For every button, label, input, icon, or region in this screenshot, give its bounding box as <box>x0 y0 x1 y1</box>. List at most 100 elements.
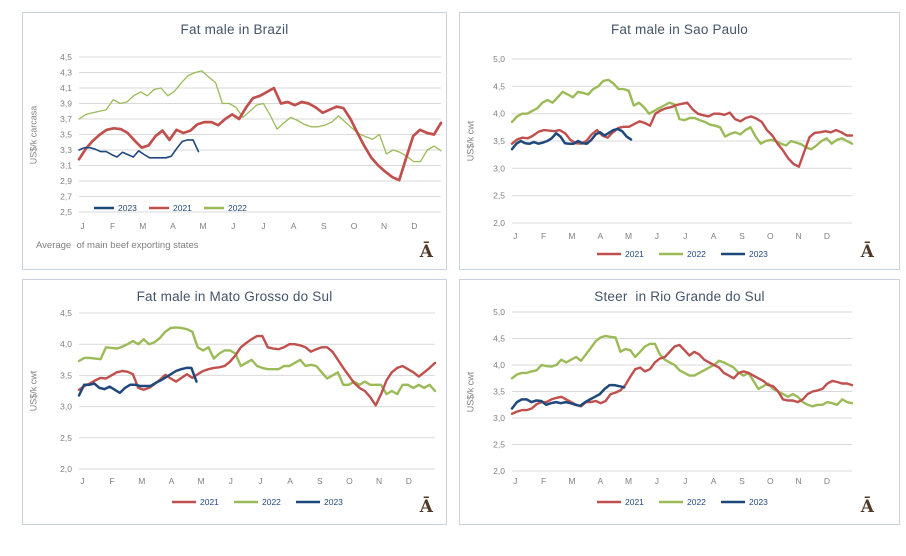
y-tick-label: 3,0 <box>493 413 505 423</box>
x-tick-label: J <box>80 476 84 486</box>
y-tick-label: 2,9 <box>60 176 72 186</box>
legend-label: 2021 <box>625 249 644 259</box>
y-tick-label: 2,0 <box>60 464 72 474</box>
series-line-2021 <box>77 86 443 182</box>
y-tick-label: 2,7 <box>60 192 72 202</box>
x-tick-label: M <box>138 476 145 486</box>
y-tick-label: 3,0 <box>60 402 72 412</box>
chart-panel-brazil: Fat male in Brazil US$/k carcasa 4,5 4,3 4… <box>22 12 447 270</box>
series-line-2021 <box>510 101 854 168</box>
x-tick-label: A <box>170 221 176 231</box>
y-tick-label: 3,0 <box>493 163 505 173</box>
x-tick-label: D <box>824 231 830 241</box>
x-tick-label: S <box>739 476 745 486</box>
plot-area-rio-grande-do-sul: 5,0 4,5 4,0 3,5 3,0 2,5 2,0 J F M A M J J A S O N D 2021 202… <box>493 307 854 507</box>
x-tick-label: S <box>739 231 745 241</box>
y-tick-label: 2,5 <box>60 207 72 217</box>
x-tick-label: D <box>824 476 830 486</box>
chart-panel-sao-paulo: Fat male in Sao Paulo US$/k cwt 5,0 4,5 4,… <box>459 12 900 270</box>
x-tick-label: A <box>597 231 603 241</box>
y-tick-label: 3,9 <box>60 99 72 109</box>
series-line-2023 <box>510 383 626 410</box>
x-tick-label: O <box>346 476 353 486</box>
x-tick-label: M <box>625 476 632 486</box>
y-tick-label: 3,7 <box>60 114 72 124</box>
x-tick-label: N <box>796 476 802 486</box>
y-tick-label: 3,5 <box>493 136 505 146</box>
x-tick-label: A <box>711 476 717 486</box>
chart-panel-rio-grande-do-sul: Steer in Rio Grande do Sul US$/k cwt 5,0… <box>459 279 900 525</box>
x-tick-label: F <box>541 231 546 241</box>
chart-title: Steer in Rio Grande do Sul <box>594 289 765 304</box>
logo-mark: Ā <box>860 497 874 517</box>
legend-label: 2022 <box>228 203 247 213</box>
x-tick-label: J <box>513 231 517 241</box>
y-tick-label: 2,5 <box>60 433 72 443</box>
x-tick-label: M <box>625 231 632 241</box>
x-tick-label: S <box>321 221 327 231</box>
x-tick-label: F <box>110 221 115 231</box>
x-tick-label: O <box>767 476 774 486</box>
legend-label: 2021 <box>173 203 192 213</box>
plot-area-mato-grosso-do-sul: 4,5 4,0 3,5 3,0 2,5 2,0 J F M A M J J A S O N D 2021 2022 20… <box>60 308 437 507</box>
chart-title: Fat male in Brazil <box>180 22 289 37</box>
x-tick-label: J <box>261 221 265 231</box>
series-line-2022 <box>510 334 854 408</box>
x-tick-label: N <box>796 231 802 241</box>
plot-area-brazil: 4,5 4,3 4,1 3,9 3,7 3,5 3,3 3,1 2,9 2,7 2,5 J F M A M J J… <box>60 52 443 231</box>
x-tick-label: F <box>109 476 114 486</box>
y-tick-label: 5,0 <box>493 307 505 317</box>
y-tick-label: 3,3 <box>60 145 72 155</box>
y-tick-label: 4,5 <box>493 334 505 344</box>
x-tick-label: D <box>406 476 412 486</box>
y-tick-label: 3,5 <box>60 370 72 380</box>
x-tick-label: N <box>381 221 387 231</box>
legend-label: 2023 <box>749 249 768 259</box>
legend-label: 2021 <box>625 497 644 507</box>
x-tick-label: J <box>655 476 659 486</box>
x-tick-label: A <box>291 221 297 231</box>
x-tick-label: J <box>231 221 235 231</box>
y-tick-label: 4,5 <box>60 52 72 62</box>
legend-label: 2022 <box>687 249 706 259</box>
x-tick-label: J <box>683 231 687 241</box>
x-tick-label: O <box>767 231 774 241</box>
y-tick-label: 4,5 <box>493 81 505 91</box>
y-tick-label: 3,5 <box>493 387 505 397</box>
logo-mark: Ā <box>419 497 433 517</box>
series-line-2022 <box>510 78 854 151</box>
x-tick-label: M <box>568 476 575 486</box>
x-tick-label: A <box>597 476 603 486</box>
y-tick-label: 4,0 <box>60 339 72 349</box>
x-tick-label: S <box>317 476 323 486</box>
y-tick-label: 3,5 <box>60 130 72 140</box>
chart-footnote: Average of main beef exporting states <box>36 240 199 251</box>
x-tick-label: M <box>568 231 575 241</box>
y-tick-label: 4,3 <box>60 68 72 78</box>
x-tick-label: J <box>80 221 84 231</box>
x-tick-label: O <box>351 221 358 231</box>
legend-label: 2023 <box>324 497 343 507</box>
y-tick-label: 2,5 <box>493 191 505 201</box>
series-line-2022 <box>78 70 442 163</box>
x-tick-label: D <box>411 221 417 231</box>
x-tick-label: J <box>258 476 262 486</box>
x-tick-label: J <box>683 476 687 486</box>
y-tick-label: 4,0 <box>493 109 505 119</box>
legend-label: 2023 <box>749 497 768 507</box>
y-tick-label: 2,5 <box>493 440 505 450</box>
y-tick-label: 4,1 <box>60 83 72 93</box>
legend-label: 2022 <box>262 497 281 507</box>
x-tick-label: A <box>287 476 293 486</box>
series-line-2021 <box>77 334 437 407</box>
chart-title: Fat male in Sao Paulo <box>610 22 749 37</box>
y-tick-label: 2,0 <box>493 218 505 228</box>
legend-label: 2022 <box>687 497 706 507</box>
logo-mark: Ā <box>860 242 874 262</box>
series-line-2021 <box>510 343 854 416</box>
legend-label: 2021 <box>200 497 219 507</box>
y-tick-label: 4,0 <box>493 360 505 370</box>
chart-title: Fat male in Mato Grosso do Sul <box>136 289 333 304</box>
logo-mark: Ā <box>419 242 433 262</box>
